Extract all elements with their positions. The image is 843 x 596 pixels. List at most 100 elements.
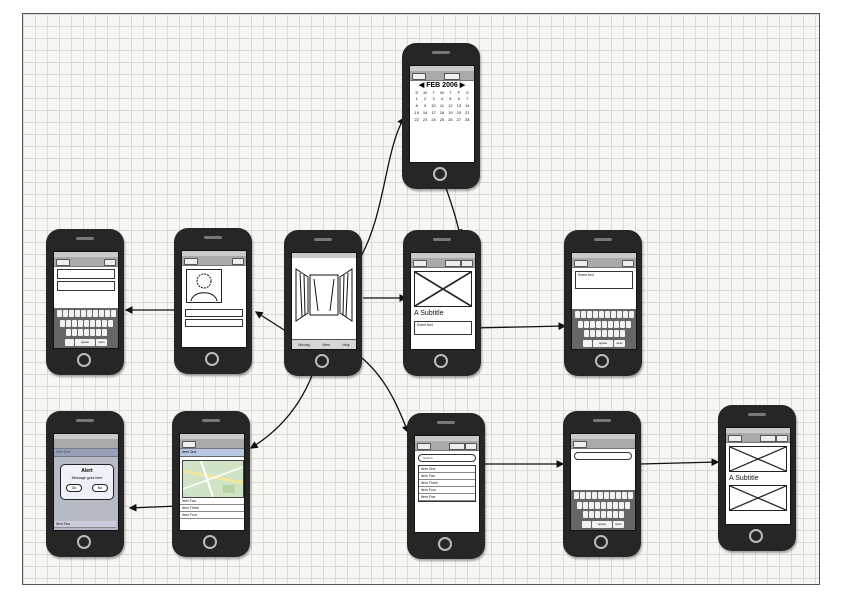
home-button[interactable] (594, 535, 608, 549)
calendar-day[interactable]: 1 (415, 96, 418, 101)
space-key[interactable]: space (75, 338, 95, 346)
list-item[interactable]: Item Three (419, 480, 475, 487)
keyboard-key[interactable] (627, 492, 633, 500)
keyboard-key[interactable] (583, 339, 592, 347)
calendar-day[interactable]: 20 (456, 110, 462, 115)
keyboard-key[interactable] (573, 492, 579, 500)
calendar-day[interactable]: 6 (457, 96, 460, 101)
keyboard-key[interactable] (586, 311, 592, 319)
segment-control[interactable] (444, 73, 460, 80)
keyboard-key[interactable] (577, 320, 583, 328)
keyboard-key[interactable] (624, 501, 630, 509)
keyboard-key[interactable] (613, 320, 619, 328)
alert-ok-button[interactable]: Ok (65, 484, 83, 492)
keyboard-key[interactable] (582, 511, 588, 519)
calendar-day[interactable]: 21 (465, 110, 470, 115)
keyboard-key[interactable] (600, 501, 606, 509)
return-key[interactable]: return (613, 520, 624, 528)
keyboard-key[interactable] (588, 511, 594, 519)
keyboard-key[interactable] (107, 319, 113, 327)
keyboard-key[interactable] (589, 320, 595, 328)
calendar-day[interactable]: 12 (448, 103, 453, 108)
back-button[interactable] (413, 260, 427, 267)
keyboard-key[interactable] (576, 501, 582, 509)
keyboard-key[interactable] (606, 511, 612, 519)
keyboard-key[interactable] (603, 492, 609, 500)
keyboard-key[interactable] (618, 511, 624, 519)
keyboard-key[interactable] (625, 320, 631, 328)
keyboard-key[interactable] (65, 319, 71, 327)
keyboard-key[interactable] (83, 329, 89, 337)
calendar-day[interactable]: 28 (465, 117, 470, 122)
keyboard-key[interactable] (110, 310, 116, 318)
keyboard-key[interactable] (92, 310, 98, 318)
return-key[interactable]: return (614, 339, 625, 347)
keyboard-key[interactable] (579, 492, 585, 500)
keyboard-key[interactable] (604, 311, 610, 319)
keyboard-key[interactable] (591, 492, 597, 500)
keyboard-key[interactable] (585, 492, 591, 500)
keyboard-key[interactable] (616, 311, 622, 319)
calendar-day[interactable]: 24 (431, 117, 436, 122)
keyboard-key[interactable] (619, 330, 625, 338)
list-item[interactable]: Item Five (419, 494, 475, 501)
keyboard-key[interactable] (65, 338, 74, 346)
home-button[interactable] (205, 352, 219, 366)
keyboard-key[interactable] (615, 492, 621, 500)
edit-button[interactable] (232, 258, 244, 265)
keyboard-key[interactable] (574, 311, 580, 319)
back-button[interactable] (56, 259, 70, 266)
keyboard-key[interactable] (89, 319, 95, 327)
home-button[interactable] (434, 354, 448, 368)
calendar-day[interactable]: 27 (456, 117, 462, 122)
keyboard-key[interactable] (71, 319, 77, 327)
form-field-1[interactable] (57, 269, 115, 279)
list-item[interactable]: Item One (419, 466, 475, 473)
search-input[interactable]: Search (418, 454, 476, 462)
keyboard-key[interactable] (56, 310, 62, 318)
list-item[interactable]: Item Four (180, 512, 244, 519)
home-button[interactable] (749, 529, 763, 543)
back-button[interactable] (573, 441, 587, 448)
keyboard-key[interactable] (580, 311, 586, 319)
segment-control[interactable] (760, 435, 776, 442)
calendar-day[interactable]: 3 (432, 96, 435, 101)
calendar-day[interactable]: 8 (415, 103, 418, 108)
space-key[interactable]: space (593, 339, 613, 347)
keyboard-key[interactable] (618, 501, 624, 509)
home-button[interactable] (203, 535, 217, 549)
contact-field-1[interactable] (185, 309, 243, 317)
return-key[interactable]: return (96, 338, 107, 346)
keyboard-key[interactable] (59, 319, 65, 327)
keyboard-key[interactable] (65, 329, 71, 337)
keyboard-key[interactable] (607, 330, 613, 338)
keyboard-key[interactable] (595, 330, 601, 338)
keyboard-key[interactable] (612, 511, 618, 519)
keyboard-key[interactable] (621, 492, 627, 500)
keyboard-key[interactable] (598, 311, 604, 319)
home-button[interactable] (77, 535, 91, 549)
home-button[interactable] (77, 353, 91, 367)
list-item[interactable]: Item Four (419, 487, 475, 494)
keyboard-key[interactable] (613, 330, 619, 338)
keyboard-key[interactable] (583, 320, 589, 328)
prev-month-icon[interactable]: ◀ (418, 82, 425, 89)
contact-photo[interactable] (186, 269, 222, 303)
calendar-day[interactable]: 22 (414, 117, 419, 122)
calendar-day[interactable]: 5 (449, 96, 452, 101)
list-item[interactable]: Item Two (180, 498, 244, 505)
calendar-day[interactable]: 2 (424, 96, 427, 101)
done-button[interactable] (622, 260, 634, 267)
keyboard-key[interactable] (597, 492, 603, 500)
action-button[interactable] (461, 260, 473, 267)
keyboard-key[interactable] (622, 311, 628, 319)
keyboard-key[interactable] (607, 320, 613, 328)
keyboard-key[interactable] (95, 319, 101, 327)
calendar-day[interactable]: 26 (448, 117, 453, 122)
action-button[interactable] (776, 435, 788, 442)
home-button[interactable] (433, 167, 447, 181)
calendar-day[interactable]: 4 (440, 96, 444, 101)
cover-flow[interactable] (294, 263, 354, 327)
back-button[interactable] (184, 258, 198, 265)
segment-control[interactable] (449, 443, 465, 450)
